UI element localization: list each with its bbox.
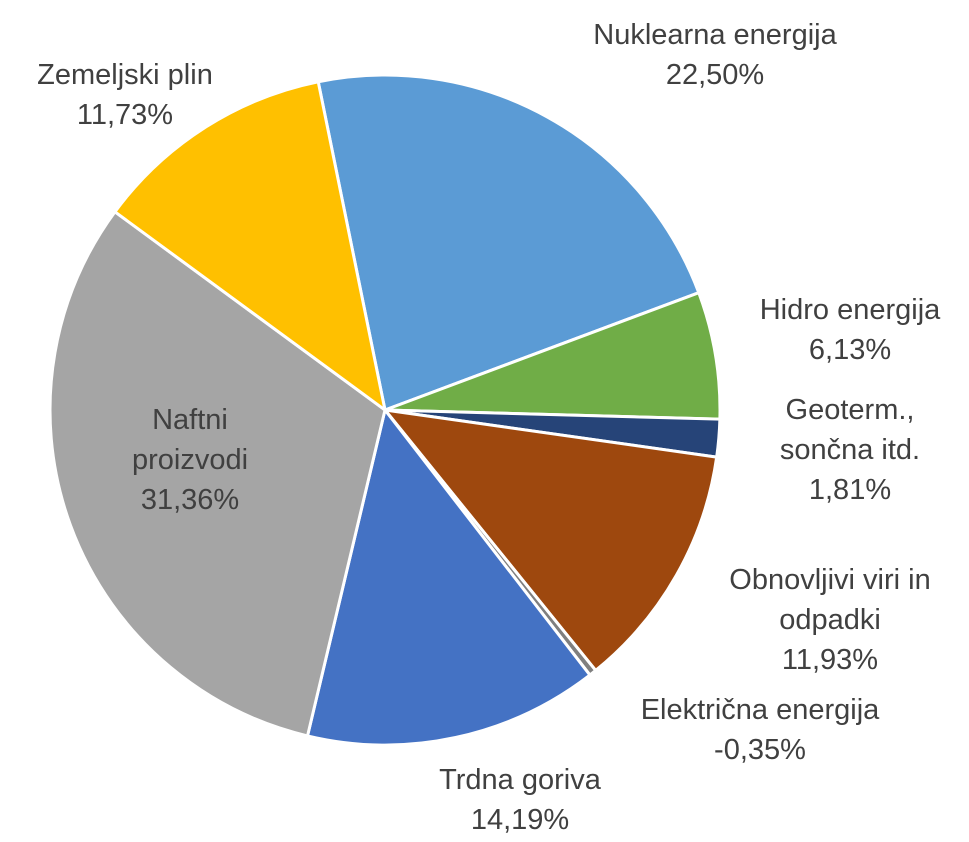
pie-slice <box>384 290 722 421</box>
pie-slice <box>48 209 387 738</box>
slice-label: Obnovljivi viri in odpadki 11,93% <box>695 560 965 680</box>
pie-slice <box>381 407 719 673</box>
slice-label: Naftni proizvodi 31,36% <box>110 400 270 520</box>
category-name: Nuklearna energija <box>593 19 837 51</box>
category-name: Geoterm., sončna itd. <box>779 394 921 466</box>
category-name: Obnovljivi viri in odpadki <box>729 564 931 636</box>
pie-slice <box>305 406 593 747</box>
slice-label: Zemeljski plin 11,73% <box>37 55 213 135</box>
value-label: 11,93% <box>781 644 879 676</box>
category-name: Hidro energija <box>759 294 941 326</box>
slice-label: Hidro energija 6,13% <box>760 290 941 370</box>
value-label: 14,19% <box>470 804 570 836</box>
category-name: Naftni proizvodi <box>131 404 249 476</box>
category-name: Zemeljski plin <box>37 59 213 91</box>
category-name: Trdna goriva <box>439 764 601 796</box>
slice-label: Geoterm., sončna itd. 1,81% <box>750 390 950 510</box>
slice-label: Nuklearna energija 22,50% <box>593 15 836 95</box>
slice-label: Trdna goriva 14,19% <box>439 760 601 840</box>
value-label: 11,73% <box>76 99 174 131</box>
slice-label: Električna energija -0,35% <box>641 690 880 770</box>
value-label: 6,13% <box>808 334 892 366</box>
pie-slice <box>112 79 388 414</box>
category-name: Električna energija <box>640 694 880 726</box>
value-label: -0,35% <box>714 734 806 766</box>
value-label: 22,50% <box>665 59 765 91</box>
pie-slice <box>316 73 701 413</box>
value-label: 31,36% <box>140 484 240 516</box>
value-label: 1,81% <box>808 474 892 506</box>
